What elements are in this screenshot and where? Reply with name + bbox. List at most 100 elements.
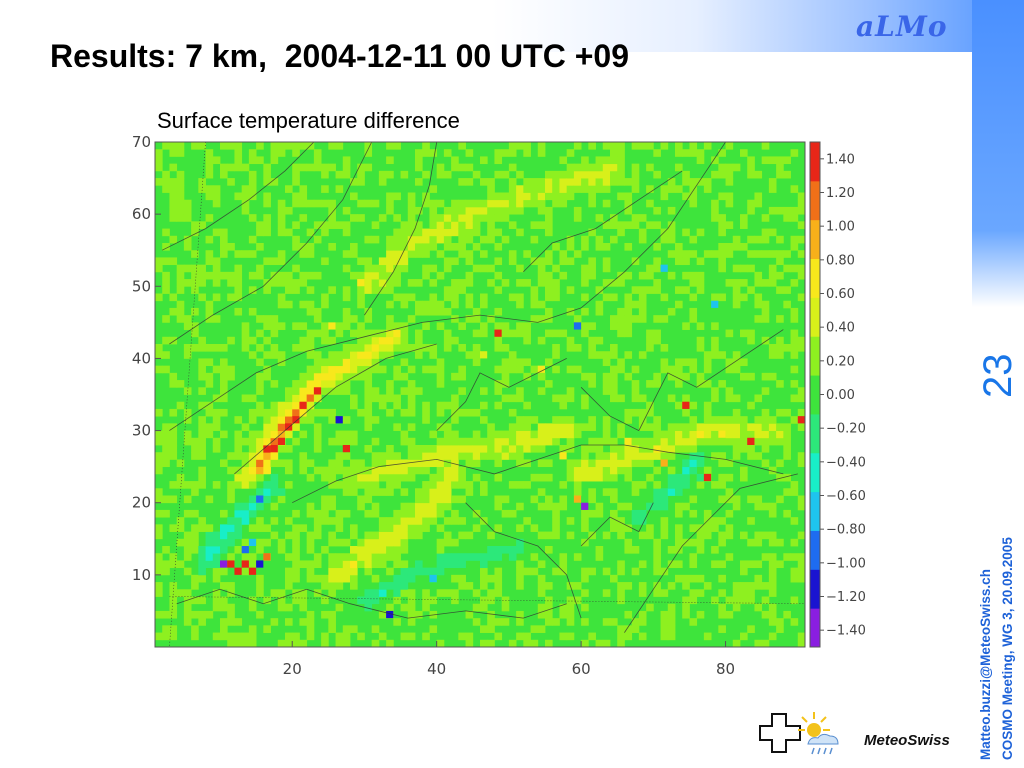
heatmap-cell [299, 394, 308, 403]
heatmap-cell [740, 567, 748, 576]
heatmap-cell [711, 524, 719, 532]
heatmap-cell [270, 149, 279, 157]
heatmap-cell [566, 163, 575, 172]
heatmap-cell [443, 495, 452, 504]
heatmap-cell [198, 387, 206, 395]
heatmap-cell [270, 517, 279, 525]
y-tick-label: 30 [132, 422, 151, 440]
heatmap-cell [364, 394, 373, 403]
heatmap-cell [350, 192, 358, 201]
heatmap-cell [703, 430, 712, 439]
heatmap-cell [328, 625, 336, 633]
heatmap-cell [487, 199, 495, 208]
heatmap-cell [176, 481, 185, 489]
heatmap-cell [610, 163, 618, 172]
heatmap-cell [711, 199, 719, 208]
footer-email[interactable]: Matteo.buzzi@MeteoSwiss.ch [978, 569, 993, 760]
heatmap-cell [451, 445, 459, 453]
heatmap-cell [537, 178, 546, 186]
heatmap-cell [631, 365, 640, 374]
heatmap-cell [732, 365, 741, 374]
heatmap-cell [776, 459, 784, 468]
heatmap-cell [256, 387, 264, 395]
heatmap-cell [660, 445, 669, 453]
heatmap-cell [169, 452, 178, 460]
heatmap-cell [299, 250, 308, 258]
heatmap-cell [595, 307, 604, 316]
heatmap-cell [299, 344, 308, 352]
heatmap-cell [443, 307, 452, 316]
heatmap-cell [516, 329, 524, 338]
heatmap-cell [458, 408, 466, 417]
heatmap-cell [776, 495, 784, 504]
heatmap-cell [422, 632, 430, 641]
heatmap-cell [350, 625, 358, 633]
heatmap-cell [501, 322, 510, 330]
heatmap-cell [429, 199, 438, 208]
heatmap-cell [581, 466, 589, 475]
heatmap-cell [292, 509, 300, 518]
heatmap-cell [393, 293, 401, 302]
heatmap-cell [537, 423, 546, 431]
hotspot-cell [747, 437, 755, 445]
heatmap-cell [740, 149, 748, 157]
heatmap-cell [299, 372, 308, 381]
heatmap-cell [718, 264, 726, 273]
heatmap-cell [797, 293, 806, 302]
boundary-line [234, 343, 437, 475]
heatmap-cell [415, 387, 423, 395]
heatmap-cell [451, 466, 459, 475]
heatmap-cell [393, 192, 401, 201]
heatmap-cell [371, 531, 380, 540]
heatmap-cell [241, 452, 250, 460]
heatmap-cell [443, 589, 452, 597]
heatmap-cell [220, 567, 228, 576]
heatmap-cell [747, 286, 755, 294]
heatmap-cell [169, 293, 178, 302]
heatmap-cell [357, 170, 365, 179]
heatmap-cell [653, 286, 661, 294]
boundary-line [580, 502, 654, 547]
heatmap-cell [422, 264, 430, 273]
heatmap-cell [313, 408, 322, 417]
heatmap-cell [393, 524, 401, 532]
heatmap-cell [689, 235, 698, 244]
heatmap-cell [458, 344, 466, 352]
heatmap-cell [501, 235, 510, 244]
heatmap-cell [660, 488, 669, 496]
heatmap-cell [537, 589, 546, 597]
heatmap-cell [176, 589, 185, 597]
heatmap-cell [371, 437, 380, 446]
heatmap-cell [357, 466, 365, 475]
heatmap-cell [718, 351, 726, 359]
hotspot-cell [306, 394, 314, 402]
heatmap-cell [400, 408, 409, 417]
heatmap-cell [508, 163, 517, 172]
heatmap-cell [494, 199, 503, 208]
heatmap-cell [364, 307, 373, 316]
heatmap-cell [458, 235, 466, 244]
heatmap-cell [588, 228, 596, 237]
heatmap-cell [306, 329, 315, 338]
heatmap-cell [335, 509, 344, 518]
heatmap-cell [364, 142, 373, 150]
heatmap-cell [407, 618, 416, 626]
heatmap-cell [335, 358, 344, 367]
heatmap-cell [667, 488, 676, 496]
heatmap-cell [212, 257, 221, 266]
heatmap-cell [422, 517, 430, 525]
heatmap-cell [263, 445, 271, 453]
heatmap-cell [415, 531, 423, 540]
heatmap-cell [169, 408, 178, 417]
heatmap-cell [740, 589, 748, 597]
hotspot-cell [718, 430, 726, 438]
heatmap-cell [183, 437, 192, 446]
heatmap-cell [256, 315, 264, 323]
heatmap-cell [545, 531, 553, 540]
heatmap-cell [472, 221, 481, 229]
heatmap-cell [768, 156, 777, 165]
heatmap-cell [313, 531, 322, 540]
header-gradient [0, 0, 1024, 52]
hotspot-cell [573, 322, 582, 330]
heatmap-cell [162, 185, 170, 193]
